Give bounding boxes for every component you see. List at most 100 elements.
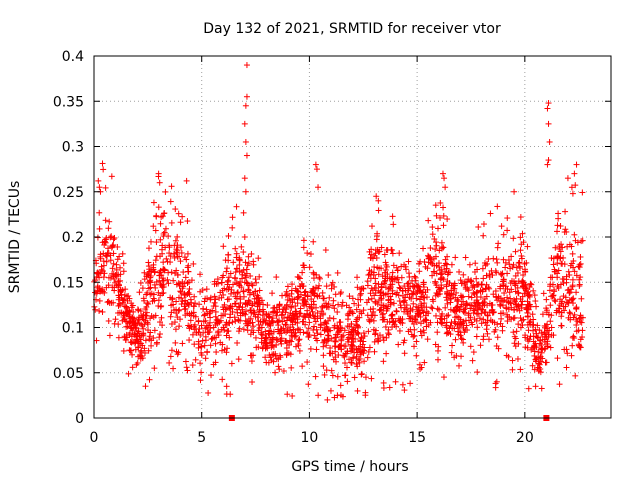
data-point: [545, 120, 552, 127]
data-point: [444, 278, 451, 285]
data-point: [341, 343, 348, 350]
data-point: [313, 166, 320, 173]
data-point: [221, 301, 228, 308]
data-point: [497, 310, 504, 317]
data-point: [540, 290, 547, 297]
data-point: [170, 301, 177, 308]
data-point: [243, 93, 250, 100]
data-point: [268, 357, 275, 364]
data-point: [494, 203, 501, 210]
data-point: [197, 377, 204, 384]
data-point: [381, 269, 388, 276]
data-point: [177, 288, 184, 295]
data-point: [350, 355, 357, 362]
data-point: [556, 243, 563, 250]
data-point: [115, 292, 122, 299]
data-point: [282, 322, 289, 329]
data-point: [508, 286, 515, 293]
data-point: [133, 325, 140, 332]
data-point: [160, 259, 167, 266]
data-point: [353, 345, 360, 352]
data-point: [311, 315, 318, 322]
data-point: [147, 267, 154, 274]
data-point: [413, 352, 420, 359]
data-point: [196, 301, 203, 308]
data-point: [418, 364, 425, 371]
data-point: [576, 264, 583, 271]
data-point: [502, 264, 509, 271]
data-point: [151, 327, 158, 334]
data-point: [344, 378, 351, 385]
data-point: [288, 287, 295, 294]
data-point: [579, 189, 586, 196]
data-point: [96, 270, 103, 277]
data-point: [150, 314, 157, 321]
data-point: [173, 267, 180, 274]
data-point: [161, 267, 168, 274]
data-point: [111, 234, 118, 241]
data-point: [421, 359, 428, 366]
data-point: [380, 379, 387, 386]
data-point: [173, 298, 180, 305]
data-point: [126, 307, 133, 314]
data-point: [212, 308, 219, 315]
data-point: [242, 311, 249, 318]
data-point: [437, 214, 444, 221]
data-point: [385, 331, 392, 338]
data-point: [442, 304, 449, 311]
data-point: [137, 348, 144, 355]
data-point: [557, 222, 564, 229]
data-point: [286, 314, 293, 321]
data-point: [266, 331, 273, 338]
data-point: [360, 307, 367, 314]
data-point: [358, 371, 365, 378]
data-point: [166, 250, 173, 257]
data-point: [546, 287, 553, 294]
data-point: [444, 271, 451, 278]
data-point: [541, 330, 548, 337]
data-point: [393, 307, 400, 314]
data-point: [529, 362, 536, 369]
data-point: [556, 381, 563, 388]
data-point: [520, 284, 527, 291]
data-point: [513, 295, 520, 302]
data-point: [174, 253, 181, 260]
data-point: [524, 243, 531, 250]
data-point: [474, 305, 481, 312]
data-point: [100, 258, 107, 265]
data-point: [360, 330, 367, 337]
data-point: [223, 383, 230, 390]
data-point: [493, 269, 500, 276]
data-point: [480, 316, 487, 323]
data-point: [362, 374, 369, 381]
data-point: [554, 254, 561, 261]
data-point: [173, 306, 180, 313]
data-point: [310, 269, 317, 276]
data-point: [509, 357, 516, 364]
data-point: [279, 292, 286, 299]
data-point: [256, 324, 263, 331]
data-point: [560, 293, 567, 300]
data-point: [140, 332, 147, 339]
data-point: [255, 311, 262, 318]
data-point: [511, 188, 518, 195]
x-tick-label: 10: [301, 430, 319, 446]
data-point: [276, 366, 283, 373]
data-point: [368, 246, 375, 253]
data-point: [577, 253, 584, 260]
data-point: [479, 302, 486, 309]
data-point: [225, 328, 232, 335]
data-point: [518, 252, 525, 259]
data-point: [462, 326, 469, 333]
data-point: [110, 250, 117, 257]
data-point: [538, 341, 545, 348]
data-point: [184, 218, 191, 225]
data-point: [235, 328, 242, 335]
data-point: [330, 302, 337, 309]
data-point: [533, 303, 540, 310]
data-point: [162, 225, 169, 232]
data-point: [444, 329, 451, 336]
data-point: [425, 252, 432, 259]
data-point: [159, 284, 166, 291]
data-point: [150, 199, 157, 206]
